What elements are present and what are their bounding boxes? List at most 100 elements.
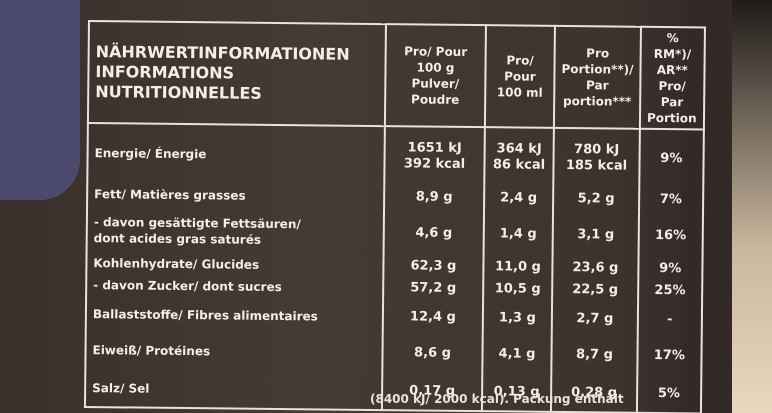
value-line: 1651 kJ (407, 139, 462, 156)
value-line: 9% (660, 150, 683, 166)
value-line: - (666, 312, 673, 328)
nutrient-value: 57,2 g (383, 276, 484, 302)
value-line: 8,9 g (415, 189, 453, 205)
nutrient-value: 23,6 g (552, 257, 639, 279)
nutrient-label: Fett/ Matières grasses (87, 181, 385, 211)
nutrient-value: 2,4 g (484, 185, 554, 212)
nutrient-value: 4,6 g (383, 210, 485, 258)
nutrient-value: 12,4 g (382, 300, 484, 336)
value-line: 4,1 g (498, 346, 536, 362)
value-line: 17% (653, 347, 685, 364)
label-line: dont acides gras saturés (93, 231, 262, 247)
nutrient-label: - davon Zucker/ dont sucres (86, 272, 384, 301)
nutrient-label: Ballaststoffe/ Fibres alimentaires (85, 296, 384, 335)
column-header: Pro/ Pour 100 ml (484, 25, 555, 128)
packaging-edge (682, 0, 732, 413)
label-line: Kohlenhydrate/ Glucides (93, 256, 260, 272)
value-line: 12,4 g (409, 309, 456, 325)
value-line: 2,7 g (576, 311, 614, 327)
nutrient-value: 11,0 g (483, 257, 553, 278)
header-line: 100 g (416, 60, 455, 75)
background (732, 0, 772, 413)
header-row: NÄHRWERTINFORMATIONEN INFORMATIONS NUTRIT… (87, 21, 705, 130)
nutrient-value: 9% (639, 128, 704, 188)
packaging-strip (0, 0, 80, 200)
nutrient-value: 7% (639, 186, 703, 214)
nutrient-value: 9% (638, 258, 703, 280)
column-header: Pro/ Pour 100 g Pulver/ Poudre (384, 24, 486, 128)
label-line: Eiweiß/ Protéines (92, 343, 211, 359)
label-line: Energie/ Énergie (94, 145, 207, 161)
column-header: Pro Portion**)/Par portion*** (553, 25, 641, 129)
nutrient-value: 62,3 g (383, 256, 484, 278)
header-title: NÄHRWERTINFORMATIONEN INFORMATIONS NUTRIT… (87, 21, 386, 127)
value-line: 10,5 g (494, 281, 541, 297)
value-line: 185 kcal (565, 157, 628, 174)
header-line: Pro/ Pour (404, 44, 468, 59)
value-line: 5,2 g (577, 191, 615, 207)
nutrient-value: 2,7 g (551, 301, 639, 337)
label-line: - davon Zucker/ dont sucres (93, 278, 282, 295)
value-line: 86 kcal (492, 156, 546, 173)
header-line: Par portion*** (562, 78, 632, 109)
value-line: 392 kcal (403, 155, 466, 172)
header-line: 100 ml (496, 85, 543, 100)
nutrient-value: 22,5 g (552, 277, 639, 303)
value-line: 8,7 g (576, 347, 614, 363)
value-line: 11,0 g (494, 259, 541, 275)
header-line: INFORMATIONS NUTRITIONNELLES (95, 62, 262, 103)
value-line: 23,6 g (572, 260, 619, 276)
value-line: 8,6 g (414, 345, 452, 361)
nutrient-value: 364 kJ 86 kcal (484, 127, 554, 186)
value-line: 2,4 g (500, 190, 538, 206)
nutrient-value: 3,1 g (552, 211, 640, 259)
column-header: % RM*)/AR** Pro/Par Portion (639, 26, 705, 130)
nutrient-value: 5,2 g (553, 185, 640, 213)
value-line: 25% (654, 282, 686, 299)
nutrient-value: 1,3 g (482, 301, 553, 336)
value-line: 9% (659, 260, 682, 277)
nutrition-table: NÄHRWERTINFORMATIONEN INFORMATIONS NUTRIT… (84, 20, 706, 413)
value-line: 780 kJ (574, 141, 620, 158)
nutrient-value: 25% (638, 278, 702, 304)
value-line: 3,1 g (577, 227, 615, 243)
nutrient-label: Energie/ Énergie (87, 123, 385, 185)
value-line: 1,3 g (498, 310, 536, 326)
nutrient-value: 8,7 g (551, 335, 638, 375)
header-line: Pro/ Pour (504, 53, 536, 84)
value-line: 22,5 g (572, 282, 619, 298)
value-line: 1,4 g (499, 226, 537, 242)
header-line: AR** Pro/ (656, 62, 688, 94)
nutrient-row: Eiweiß/ Protéines 8,6 g 4,1 g 8,7 g 17% (85, 330, 702, 376)
nutrient-value: 8,9 g (384, 184, 485, 212)
nutrient-row: Salz/ Sel 0,17 g 0,13 g 0,28 g 5% (84, 368, 701, 413)
header-line: Pro Portion**)/ (561, 46, 634, 77)
value-line: 5% (657, 385, 681, 401)
nutrient-value: 780 kJ 185 kcal (553, 127, 640, 187)
nutrient-value: 16% (638, 212, 703, 260)
value-line: 16% (654, 227, 687, 244)
value-line: 7% (659, 191, 683, 208)
nutrient-value: - (637, 302, 702, 338)
value-line: 4,6 g (415, 225, 453, 241)
label-line: Fett/ Matières grasses (94, 187, 246, 203)
value-line: 364 kJ (496, 140, 542, 157)
label-line: Salz/ Sel (92, 380, 150, 396)
header-line: % RM*)/ (653, 31, 692, 62)
nutrient-value: 1,4 g (483, 211, 554, 258)
label-line: Ballaststoffe/ Fibres alimentaires (92, 307, 318, 324)
value-line: 57,2 g (410, 280, 457, 296)
nutrient-value: 4,1 g (482, 335, 552, 374)
nutrient-label: Salz/ Sel (84, 368, 383, 411)
nutrient-value: 17% (637, 336, 702, 376)
nutrient-value: 1651 kJ 392 kcal (384, 126, 485, 186)
value-line: 62,3 g (410, 258, 457, 274)
nutrient-value: 5% (636, 374, 701, 413)
footnote: (8400 kJ/ 2000 kcal). Packung enthält (370, 392, 624, 406)
nutrient-value: 8,6 g (382, 334, 483, 374)
nutrient-label: - davon gesättigte Fettsäuren/dont acide… (86, 207, 385, 257)
nutrient-row: - davon gesättigte Fettsäuren/dont acide… (86, 207, 703, 260)
nutrient-label: Eiweiß/ Protéines (85, 330, 383, 373)
nutrient-value: 10,5 g (483, 277, 553, 302)
